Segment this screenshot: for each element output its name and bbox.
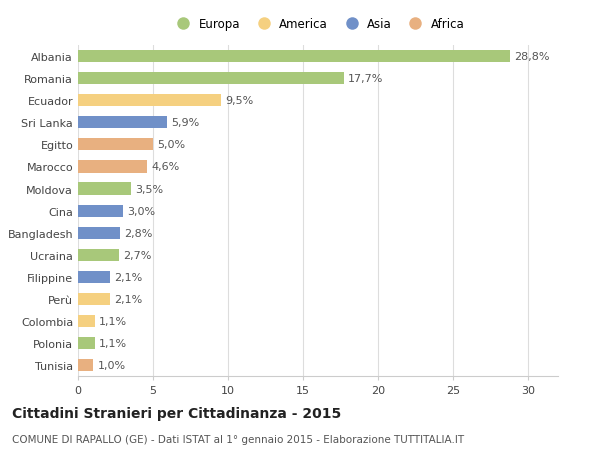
Text: 2,1%: 2,1% xyxy=(114,272,142,282)
Bar xyxy=(78,161,147,173)
Bar xyxy=(78,205,123,217)
Bar xyxy=(78,315,95,327)
Bar xyxy=(78,293,110,305)
Bar xyxy=(78,337,95,349)
Text: 3,5%: 3,5% xyxy=(135,184,163,194)
Text: 5,9%: 5,9% xyxy=(171,118,199,128)
Bar xyxy=(78,139,153,151)
Text: 2,7%: 2,7% xyxy=(123,250,151,260)
Text: 3,0%: 3,0% xyxy=(128,206,155,216)
Text: 4,6%: 4,6% xyxy=(151,162,180,172)
Legend: Europa, America, Asia, Africa: Europa, America, Asia, Africa xyxy=(169,16,467,34)
Text: 2,8%: 2,8% xyxy=(125,228,153,238)
Text: 9,5%: 9,5% xyxy=(225,96,253,106)
Text: Cittadini Stranieri per Cittadinanza - 2015: Cittadini Stranieri per Cittadinanza - 2… xyxy=(12,406,341,420)
Text: COMUNE DI RAPALLO (GE) - Dati ISTAT al 1° gennaio 2015 - Elaborazione TUTTITALIA: COMUNE DI RAPALLO (GE) - Dati ISTAT al 1… xyxy=(12,434,464,444)
Bar xyxy=(78,359,93,371)
Bar xyxy=(78,117,167,129)
Text: 1,0%: 1,0% xyxy=(97,360,125,370)
Bar xyxy=(78,51,510,63)
Text: 5,0%: 5,0% xyxy=(157,140,185,150)
Text: 1,1%: 1,1% xyxy=(99,338,127,348)
Text: 2,1%: 2,1% xyxy=(114,294,142,304)
Bar xyxy=(78,227,120,239)
Bar xyxy=(78,183,131,195)
Text: 28,8%: 28,8% xyxy=(515,52,550,62)
Bar xyxy=(78,73,343,85)
Text: 1,1%: 1,1% xyxy=(99,316,127,326)
Text: 17,7%: 17,7% xyxy=(348,74,383,84)
Bar xyxy=(78,95,221,107)
Bar xyxy=(78,271,110,283)
Bar xyxy=(78,249,119,261)
